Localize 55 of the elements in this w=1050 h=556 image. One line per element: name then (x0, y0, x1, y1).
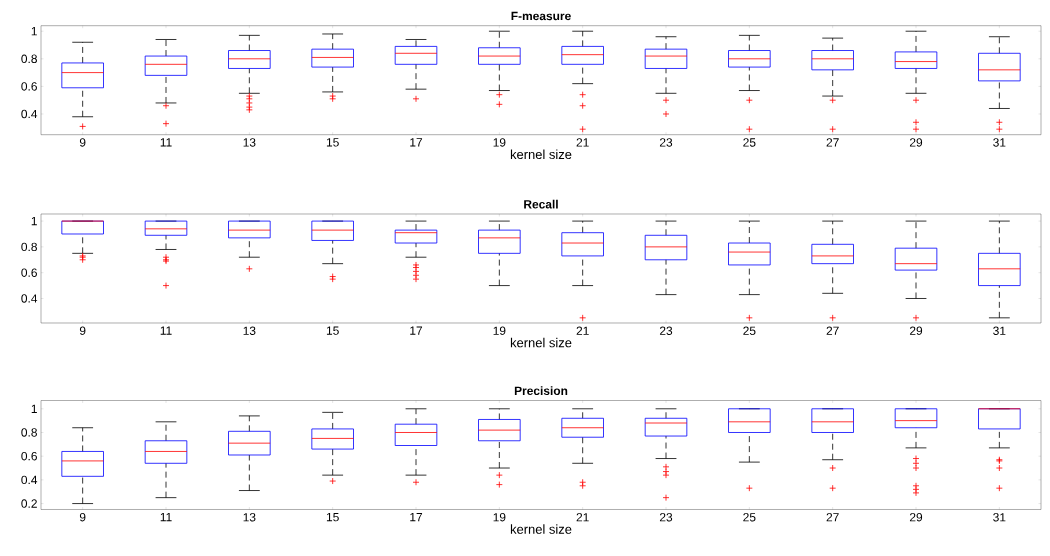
x-tick-label: 13 (243, 326, 256, 335)
x-tick-label: 19 (493, 138, 506, 147)
x-tick-label: 25 (743, 326, 756, 335)
x-tick-label: 21 (576, 326, 589, 335)
x-tick-label: 17 (410, 513, 423, 522)
x-tick-label: 11 (160, 138, 172, 147)
x-tick-label: 25 (743, 513, 756, 522)
x-axis-title: kernel size (510, 524, 572, 534)
x-tick-label: 21 (576, 513, 589, 522)
y-tick-label: 0.6 (21, 82, 37, 91)
y-tick-label: 0.2 (21, 499, 37, 508)
x-tick-label: 17 (410, 138, 423, 147)
x-tick-label: 11 (160, 326, 172, 335)
x-tick-label: 27 (826, 138, 839, 147)
x-tick-label: 15 (326, 138, 339, 147)
chart-title: F-measure (511, 11, 571, 21)
x-tick-label: 29 (909, 326, 923, 335)
x-tick-label: 11 (160, 513, 172, 522)
x-tick-label: 13 (243, 513, 256, 522)
y-tick-label: 0.8 (21, 428, 37, 437)
x-tick-label: 21 (576, 138, 589, 147)
y-tick-label: 0.4 (21, 475, 38, 485)
x-tick-label: 31 (993, 326, 1006, 335)
y-tick-label: 0.4 (21, 109, 38, 119)
x-tick-label: 15 (326, 326, 339, 335)
chart-title: Recall (524, 199, 558, 209)
x-tick-label: 23 (659, 326, 673, 335)
x-axis-title: kernel size (510, 149, 572, 160)
y-tick-label: 0.8 (21, 54, 37, 64)
y-tick-label: 1 (31, 27, 37, 36)
x-tick-label: 19 (493, 326, 506, 335)
x-tick-label: 29 (909, 513, 923, 522)
x-tick-label: 23 (659, 513, 673, 522)
x-tick-label: 31 (993, 513, 1006, 522)
x-tick-label: 27 (826, 513, 839, 522)
x-tick-label: 17 (410, 326, 423, 335)
x-tick-label: 25 (743, 138, 756, 147)
x-tick-label: 15 (326, 513, 339, 522)
x-tick-label: 27 (826, 326, 839, 335)
x-tick-label: 31 (993, 138, 1006, 147)
chart-title: Precision (514, 386, 568, 395)
x-tick-label: 23 (659, 138, 673, 147)
y-tick-label: 1 (31, 216, 37, 226)
x-tick-label: 9 (79, 326, 86, 335)
y-tick-label: 1 (31, 404, 37, 413)
y-tick-label: 0.4 (21, 294, 38, 303)
y-tick-label: 0.6 (21, 268, 37, 277)
x-tick-label: 9 (79, 513, 86, 522)
x-tick-label: 19 (493, 513, 506, 522)
x-axis-title: kernel size (510, 337, 572, 348)
y-tick-label: 0.8 (21, 242, 37, 252)
x-tick-label: 13 (243, 138, 256, 147)
x-tick-label: 29 (909, 138, 923, 147)
x-tick-label: 9 (79, 138, 86, 147)
y-tick-label: 0.6 (21, 451, 37, 461)
